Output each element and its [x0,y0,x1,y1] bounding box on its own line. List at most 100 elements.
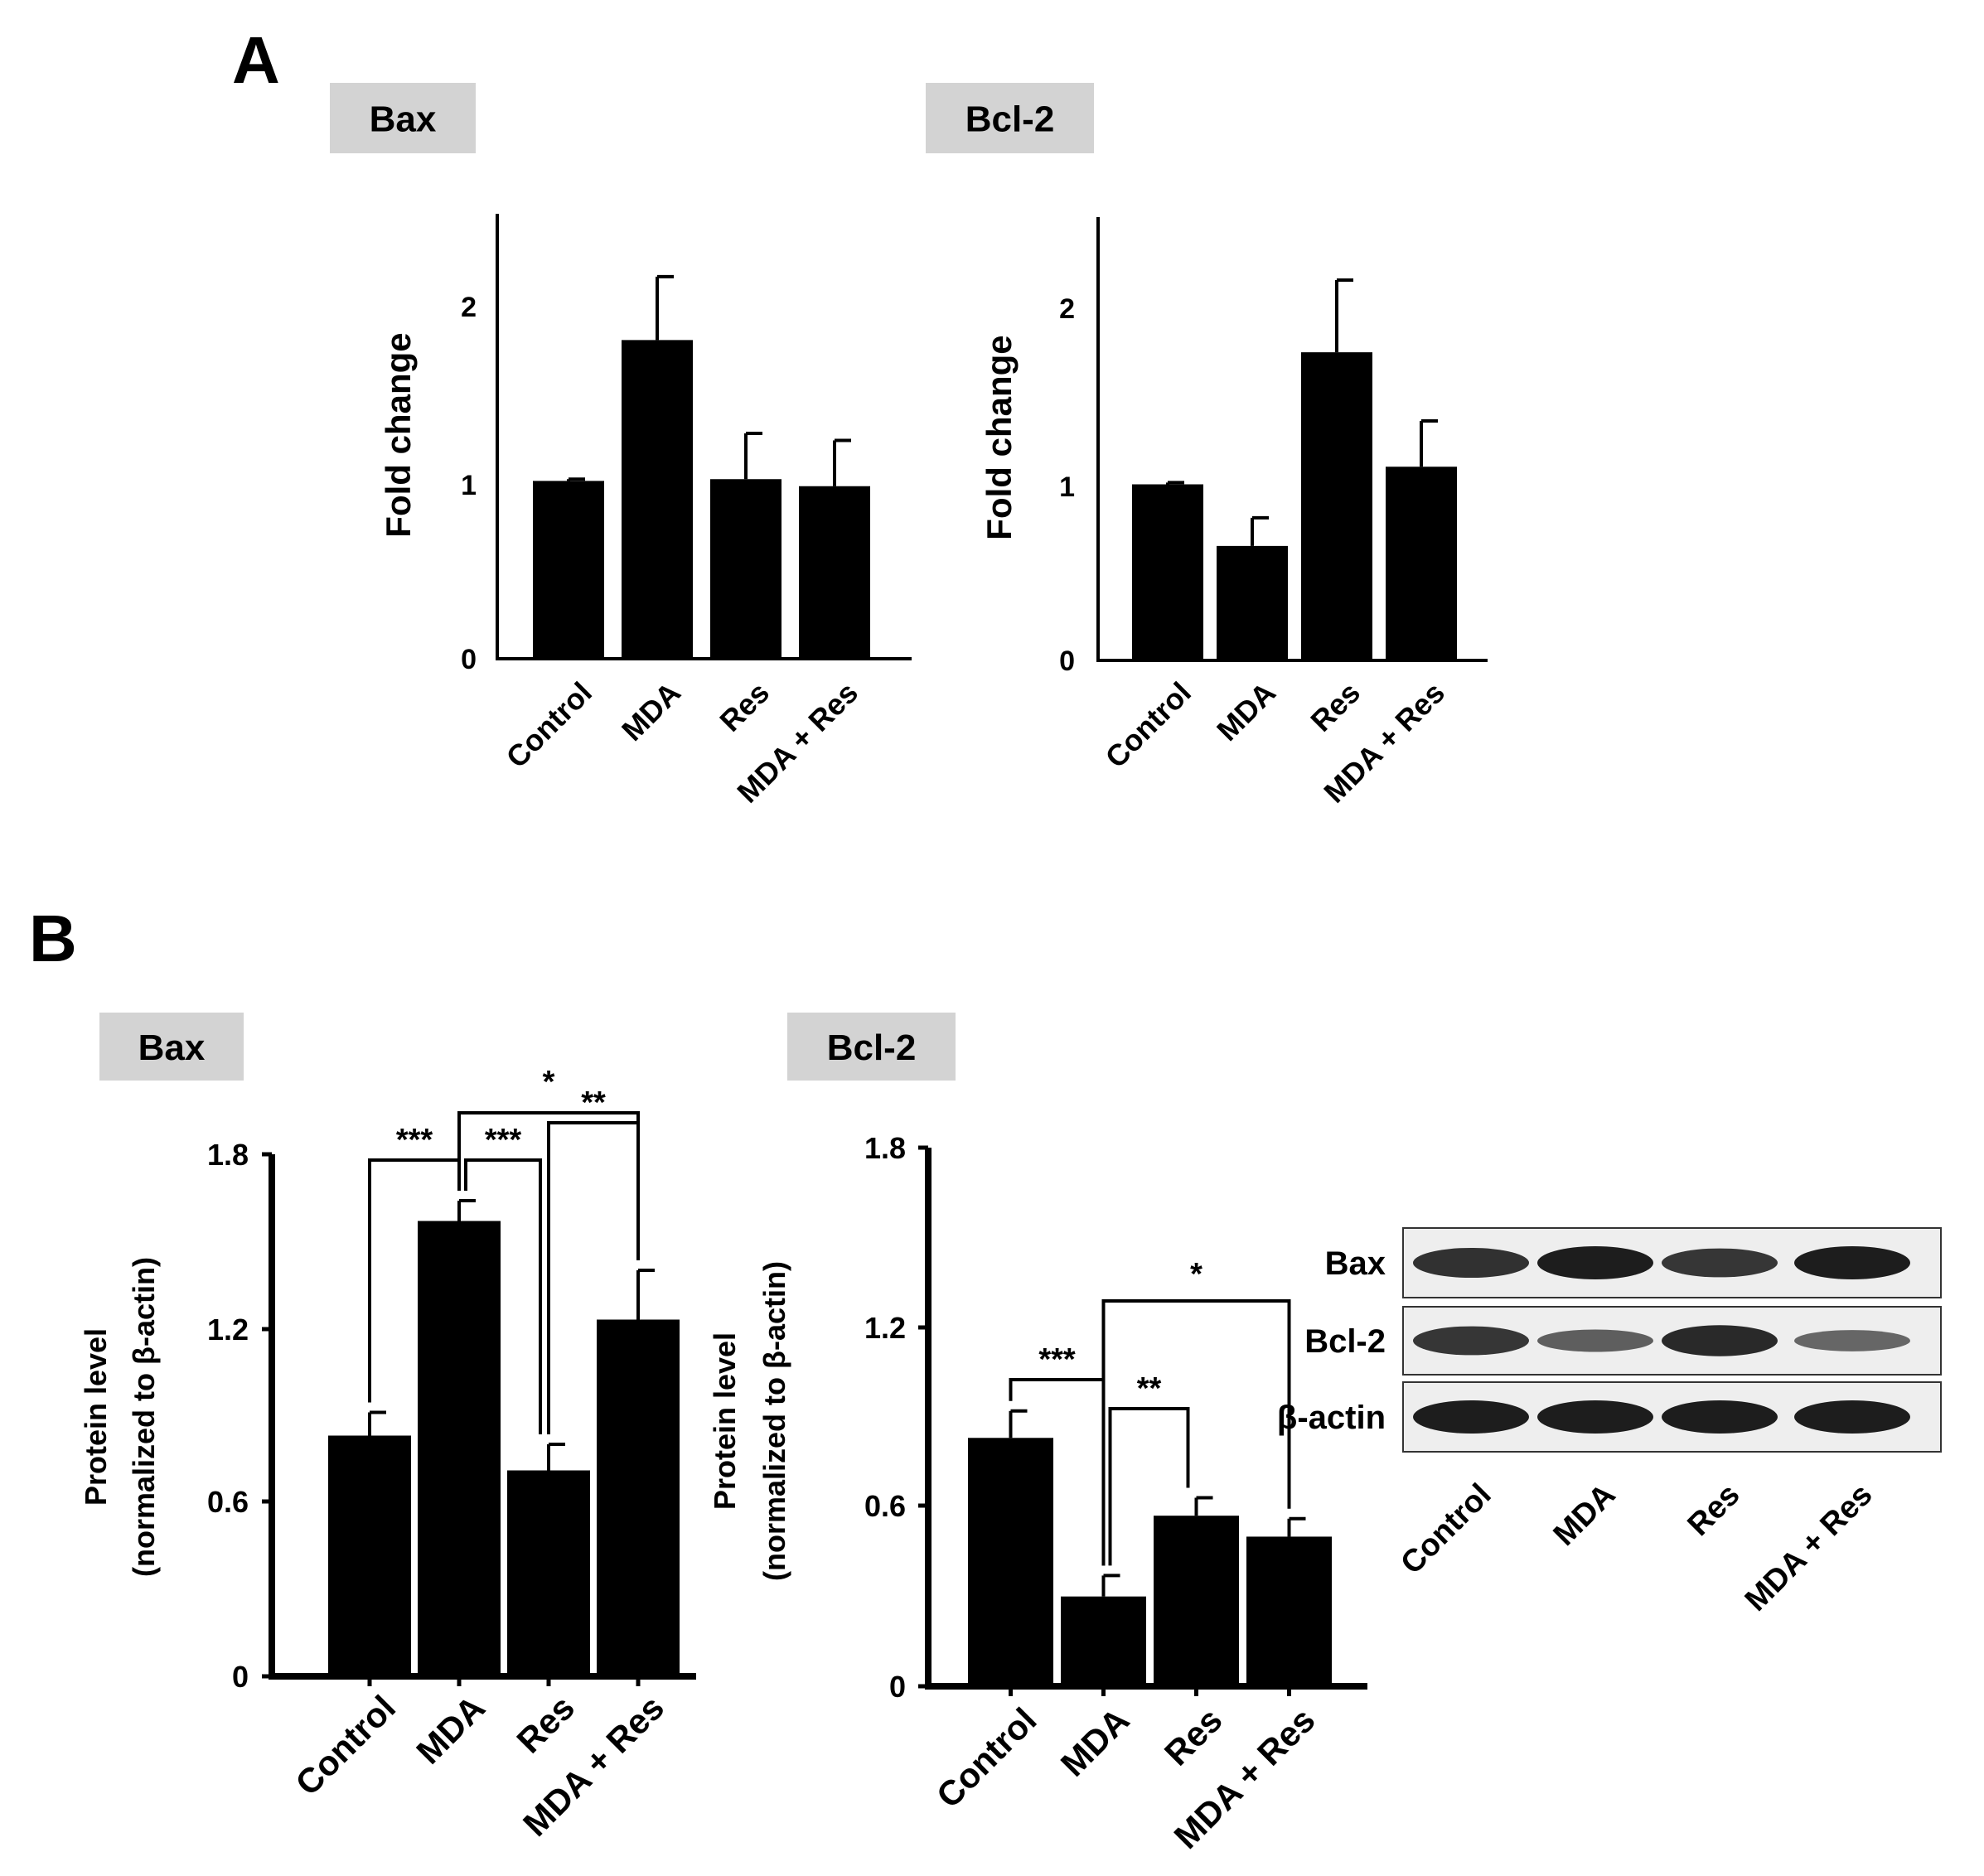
significance-label: ** [581,1085,606,1120]
chart-title-box [330,83,476,153]
significance-label: ** [1137,1371,1162,1406]
chart-title: Bax [370,99,437,139]
blot-band-mda [1537,1329,1653,1352]
x-tick-label-control: Control [288,1688,403,1803]
blot-row-label: Bcl-2 [1304,1323,1386,1360]
blot-band-control [1413,1326,1529,1356]
bar-control [533,481,604,659]
error-bar-control [368,1410,386,1436]
blot-band-res [1662,1248,1778,1278]
blot-band-mda [1537,1400,1653,1434]
chart-title: Bcl-2 [965,99,1055,139]
y-tick-label: 2 [461,292,477,323]
chart-title-box [99,1013,244,1081]
significance-label: * [1190,1257,1202,1292]
blot-row-label: Bax [1325,1245,1386,1282]
blot-band-control [1413,1400,1529,1434]
y-axis-label: Protein level [79,1328,113,1506]
bar-mda [1061,1596,1146,1686]
bar-mda [418,1221,501,1676]
error-bar-mda [1251,515,1269,546]
blot-band-control [1413,1247,1529,1279]
blot-lane-label-mda-res: MDA + Res [1739,1477,1880,1618]
error-bar-control [567,477,585,481]
x-tick-label-mda: MDA [1053,1700,1137,1784]
blot-band-res [1662,1400,1778,1434]
blot-row-bcl-2: Bcl-2 [1304,1306,1942,1376]
error-bar-mda [457,1199,476,1221]
y-axis-label: Fold change [980,335,1019,539]
blot-band-mda-res [1794,1246,1910,1279]
y-tick-label: 0 [1059,645,1075,677]
blot-band-mda-res [1794,1330,1910,1351]
blot-lane-label-mda: MDA [1547,1477,1623,1553]
bracket-line [457,1111,640,1260]
x-tick-label-res: Res [713,675,776,738]
y-tick-label: 1.8 [864,1131,906,1165]
bar-control [328,1435,411,1676]
bar-control [1132,484,1203,660]
bar-mda-res [1246,1536,1332,1686]
bar-res [507,1470,590,1676]
error-bar-res [744,432,762,480]
y-tick-label: 0 [461,644,477,675]
y-tick-label: 0.6 [864,1489,906,1523]
y-tick-label: 2 [1059,293,1075,325]
y-tick-label: 1.2 [864,1311,906,1345]
error-bar-res [1194,1496,1213,1516]
x-tick-label-mda: MDA [615,675,687,747]
blot-row-bax: Bax [1325,1227,1942,1298]
axes [1096,217,1488,662]
panel-label-a: A [232,23,280,97]
error-bar-control [1166,481,1184,485]
error-bar-control [1009,1409,1028,1438]
bar-res [1301,352,1372,660]
blot-lane-label-control: Control [1394,1477,1498,1581]
significance-label: *** [1038,1342,1076,1377]
x-tick-label-control: Control [1099,675,1198,774]
bar-mda-res [1386,467,1457,660]
y-tick-label: 1.8 [207,1138,249,1172]
y-tick-label: 0.6 [207,1485,249,1519]
x-tick-label-control: Control [500,675,598,774]
x-tick-label-res: Res [1157,1700,1230,1773]
bar-control [968,1438,1053,1686]
y-tick-label: 1 [1059,471,1075,503]
chart-title-box [787,1013,956,1081]
y-axis-label: (normalized to β-actin) [127,1257,161,1577]
blot-band-mda [1537,1246,1653,1279]
y-tick-label: 1 [461,470,477,501]
bar-res [710,479,782,659]
x-tick-label-mda: MDA [1210,675,1282,747]
x-tick-label-res: Res [509,1688,582,1761]
axes [496,214,912,660]
axes [269,1154,696,1680]
blot-lane-label-res: Res [1682,1477,1747,1543]
significance-bracket: * [1101,1257,1291,1566]
significance-label: *** [396,1123,433,1158]
y-axis-label: Protein level [708,1332,742,1510]
x-tick-label-res: Res [1304,675,1367,738]
bracket-line [464,1158,542,1434]
chart-b-bax: Bax 0 0.6 1.2 1.8 Protein level (normalized to… [79,1013,696,1844]
significance-label: * [543,1065,555,1100]
error-bar-mda [1101,1574,1120,1597]
y-tick-label: 0 [889,1670,906,1704]
significance-bracket: ** [1108,1371,1190,1566]
significance-bracket: * [457,1065,640,1260]
axes [925,1148,1367,1690]
y-axis-label: Fold change [379,332,418,537]
significance-label: *** [485,1123,522,1158]
x-tick-label-mda: MDA [409,1688,492,1772]
panel-label-b: B [29,902,77,975]
blot-row-actin: β-actin [1277,1381,1942,1453]
error-bar-mda-res [1287,1516,1306,1537]
error-bar-mda-res [636,1269,655,1320]
chart-b-bcl2: Bcl-2 0 0.6 1.2 1.8 Protein level (normalized … [708,1013,1367,1856]
bracket-line [1108,1407,1190,1566]
chart-title: Bcl-2 [827,1027,917,1068]
